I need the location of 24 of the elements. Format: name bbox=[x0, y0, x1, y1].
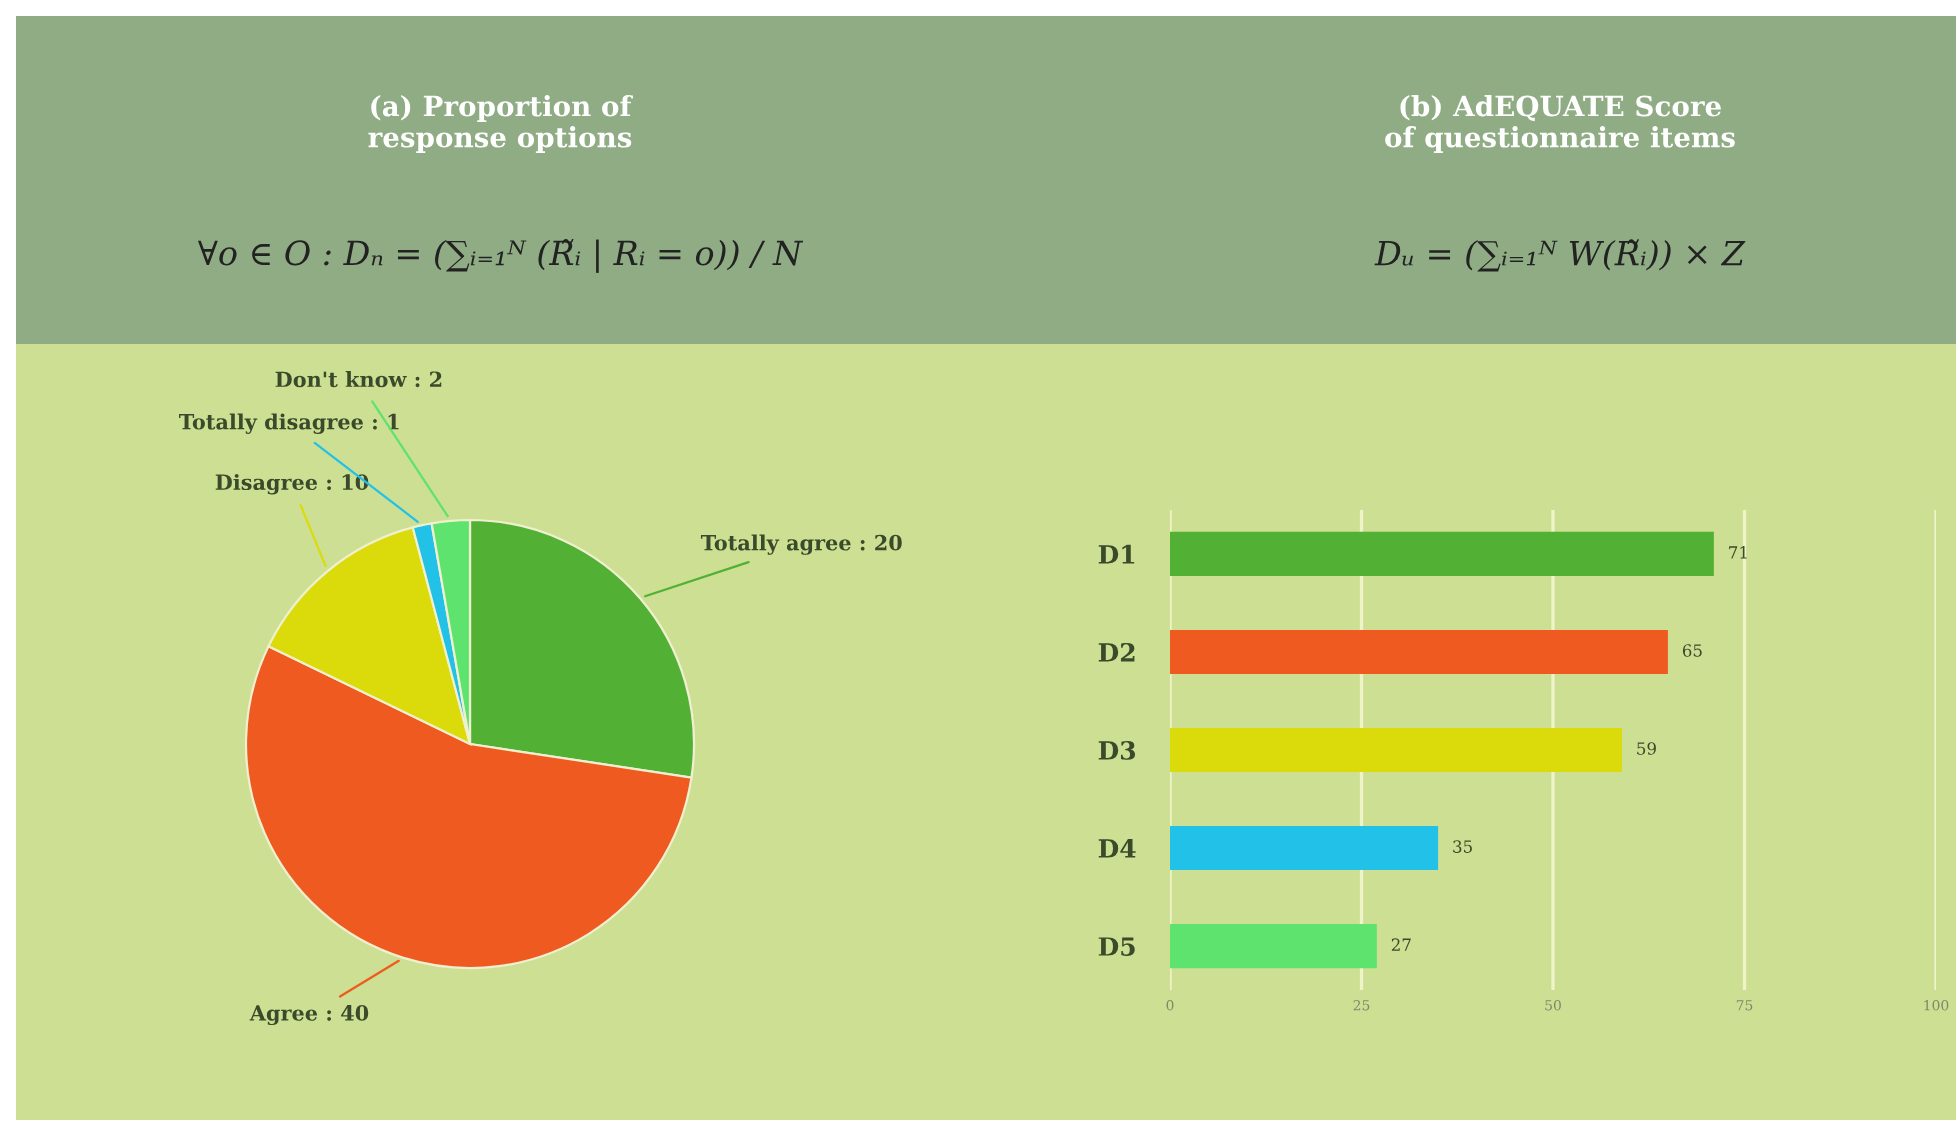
chart-title: (a) Proportion of response options bbox=[368, 95, 633, 153]
bar bbox=[1170, 924, 1377, 969]
y-tick-label: D5 bbox=[1098, 937, 1135, 956]
bar bbox=[1170, 531, 1714, 576]
data-label: 27 bbox=[1391, 938, 1411, 951]
y-tick-label: D1 bbox=[1098, 544, 1135, 564]
y-tick-label: D2 bbox=[1098, 642, 1135, 662]
bar bbox=[1170, 826, 1439, 871]
data-label: 65 bbox=[1682, 644, 1702, 657]
data-label: 59 bbox=[1637, 742, 1656, 755]
slice-label: Totally disagree : 1 bbox=[179, 413, 399, 434]
bar bbox=[1170, 629, 1668, 674]
chart-subtitle: ∀o ∈ O : Dₙ = (∑ᵢ₌₁ᴺ (R̃ᵢ | Rᵢ = o)) / N bbox=[197, 239, 804, 273]
slice-label: Totally agree : 20 bbox=[700, 534, 902, 555]
y-tick-label: D4 bbox=[1098, 839, 1136, 858]
slice-label: Disagree : 10 bbox=[215, 473, 369, 495]
bar bbox=[1170, 727, 1622, 773]
chart-subtitle: Dᵤ = (∑ᵢ₌₁ᴺ W(R̃ᵢ)) × Z bbox=[1374, 239, 1746, 272]
y-tick-label: D3 bbox=[1098, 740, 1136, 760]
slice-label: Agree : 40 bbox=[249, 1005, 369, 1026]
data-label: 71 bbox=[1729, 546, 1747, 559]
slice-label: Don't know : 2 bbox=[275, 371, 442, 388]
chart-title: (b) AdEQUATE Score of questionnaire items bbox=[1385, 95, 1735, 153]
data-label: 35 bbox=[1453, 840, 1472, 853]
